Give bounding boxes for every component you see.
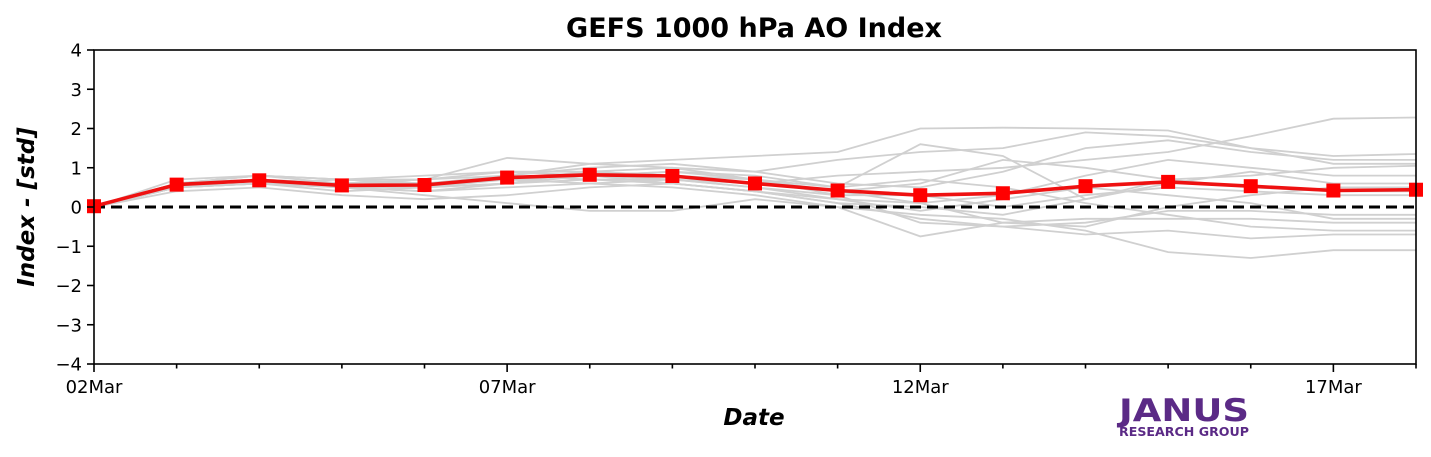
- mean-marker: [995, 186, 1010, 201]
- y-tick-label: −1: [55, 237, 82, 258]
- ensemble-member-line-2: [93, 126, 1416, 208]
- x-tick-label: 17Mar: [1305, 377, 1362, 398]
- mean-marker: [252, 173, 267, 188]
- mean-marker: [1243, 179, 1258, 194]
- mean-marker: [582, 167, 597, 182]
- ensemble-member-line-11: [93, 139, 1416, 208]
- y-tick-label: −2: [55, 276, 82, 297]
- logo-main-text: JANUS: [1117, 393, 1249, 429]
- x-axis-ticks: 02Mar 07Mar 12Mar 17Mar: [66, 364, 1417, 398]
- logo-sub-text: RESEARCH GROUP: [1119, 424, 1249, 439]
- y-axis-ticks: −4 −3 −2 −1 0 1 2 3 4: [55, 41, 94, 376]
- mean-marker: [665, 168, 680, 183]
- janus-logo: JANUS RESEARCH GROUP: [1117, 393, 1249, 439]
- mean-marker: [748, 176, 762, 191]
- mean-marker: [169, 177, 184, 192]
- x-axis-label: Date: [723, 405, 784, 431]
- mean-marker: [1078, 179, 1093, 194]
- mean-marker: [913, 188, 928, 203]
- y-tick-label: 4: [71, 41, 82, 62]
- mean-marker: [417, 178, 432, 193]
- mean-marker: [1326, 183, 1341, 198]
- y-axis-label: Index - [std]: [14, 127, 40, 287]
- x-tick-label: 12Mar: [892, 377, 949, 398]
- chart-title: GEFS 1000 hPa AO Index: [566, 13, 942, 44]
- ensemble-member-line-4: [93, 116, 1417, 208]
- y-tick-label: −3: [55, 315, 82, 336]
- y-tick-label: 3: [71, 80, 82, 101]
- x-tick-label: 02Mar: [66, 377, 123, 398]
- ensemble-mean-series: [87, 167, 1423, 214]
- y-tick-label: 0: [71, 198, 82, 219]
- x-tick-label: 07Mar: [479, 377, 536, 398]
- y-tick-label: 2: [71, 119, 82, 140]
- mean-marker: [500, 170, 515, 185]
- mean-marker: [830, 183, 845, 198]
- mean-marker: [334, 178, 349, 193]
- mean-marker: [1161, 174, 1176, 189]
- y-tick-label: 1: [71, 158, 82, 179]
- y-tick-label: −4: [55, 355, 82, 376]
